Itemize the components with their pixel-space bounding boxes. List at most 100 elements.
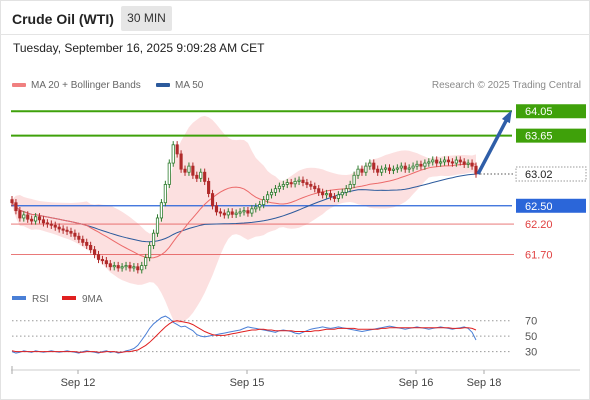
candle (399, 165, 403, 169)
candle (376, 168, 380, 173)
forecast-arrowhead (501, 109, 512, 124)
candle (69, 230, 73, 234)
candle (124, 265, 128, 268)
candle (352, 174, 356, 185)
candle (407, 167, 411, 170)
candle (218, 211, 222, 214)
candle (289, 182, 293, 185)
resistance-tag (516, 104, 586, 119)
rsi-legend-label: 9MA (82, 294, 103, 305)
rsi-line (11, 315, 477, 354)
candle (301, 179, 305, 183)
candle (442, 159, 447, 163)
candle (344, 188, 348, 193)
bollinger-band (12, 115, 476, 324)
candle (328, 193, 333, 198)
candle (49, 223, 53, 226)
candle (53, 224, 57, 228)
candle (360, 168, 364, 173)
legend-label: MA 50 (175, 80, 204, 91)
candle (266, 194, 270, 201)
candle (383, 167, 388, 170)
candle (159, 202, 163, 219)
candle (57, 226, 61, 230)
candle (411, 165, 415, 169)
candle (395, 167, 399, 170)
candle (26, 214, 30, 220)
candle (22, 214, 26, 219)
candle (167, 162, 171, 185)
x-tick-label: Sep 15 (230, 377, 265, 389)
rsi-legend-label: RSI (32, 294, 49, 305)
support-label: 61.70 (525, 250, 553, 262)
candle (466, 162, 470, 165)
candle (356, 168, 360, 176)
candle (203, 171, 207, 182)
candle (207, 180, 211, 194)
candle (277, 185, 281, 190)
legend-item-ma20-bollinger: MA 20 + Bollinger Bands (12, 80, 141, 91)
candle (474, 165, 478, 175)
instrument-title: Crude Oil (WTI) (12, 11, 114, 27)
candle (175, 144, 179, 155)
candle (364, 165, 368, 173)
candle (77, 235, 81, 240)
resistance-label: 64.05 (525, 106, 553, 118)
candle (10, 199, 14, 204)
price-pane: 64.05 63.65 63.02 62.50 62.20 61.70 (10, 104, 587, 324)
candle (305, 182, 309, 185)
candle (14, 202, 18, 212)
ma50-swatch (156, 83, 170, 88)
resistance-label: 63.65 (525, 131, 553, 143)
research-credit: Research © 2025 Trading Central (431, 80, 581, 91)
candle (238, 211, 242, 214)
candle (262, 199, 266, 205)
candle (325, 193, 329, 196)
candle (112, 265, 116, 268)
pivot-label: 62.50 (525, 201, 553, 213)
timestamp: Tuesday, September 16, 2025 9:09:28 AM C… (13, 41, 265, 55)
candle (128, 265, 132, 269)
candle (191, 165, 195, 176)
candle (309, 184, 313, 187)
candle (317, 188, 321, 193)
forecast-arrow (476, 114, 511, 175)
candle (81, 238, 85, 243)
candle (470, 162, 474, 167)
x-tick-label: Sep 16 (399, 377, 434, 389)
candle (199, 171, 203, 179)
candle (368, 162, 372, 167)
candle (403, 165, 407, 170)
rsi-swatch (12, 296, 26, 300)
candle (297, 179, 301, 182)
candle (179, 153, 183, 170)
header-divider (0, 34, 590, 35)
candle (93, 249, 97, 255)
candle (226, 211, 230, 216)
timeframe-badge[interactable]: 30 MIN (121, 6, 172, 31)
candle (246, 210, 250, 214)
candle (155, 217, 160, 234)
candle (348, 184, 352, 190)
last-price-label: 63.02 (525, 169, 553, 181)
x-tick-label: Sep 12 (61, 377, 96, 389)
candle (439, 161, 443, 164)
candle (163, 184, 167, 204)
candle (210, 193, 215, 207)
ma50-line (11, 173, 477, 243)
candle (387, 167, 392, 171)
candle (89, 245, 93, 251)
candle (187, 165, 191, 173)
candle (108, 263, 112, 268)
candle (254, 206, 258, 210)
pivot-tag (516, 198, 586, 213)
rsi-level-label: 30 (525, 347, 537, 359)
candle (431, 159, 435, 163)
candle (34, 216, 38, 222)
candle (37, 216, 42, 221)
candle (415, 163, 419, 167)
candle (435, 159, 439, 164)
candle (96, 254, 101, 260)
x-tick-label: Sep 18 (467, 377, 502, 389)
rsi-level-label: 50 (525, 331, 537, 343)
